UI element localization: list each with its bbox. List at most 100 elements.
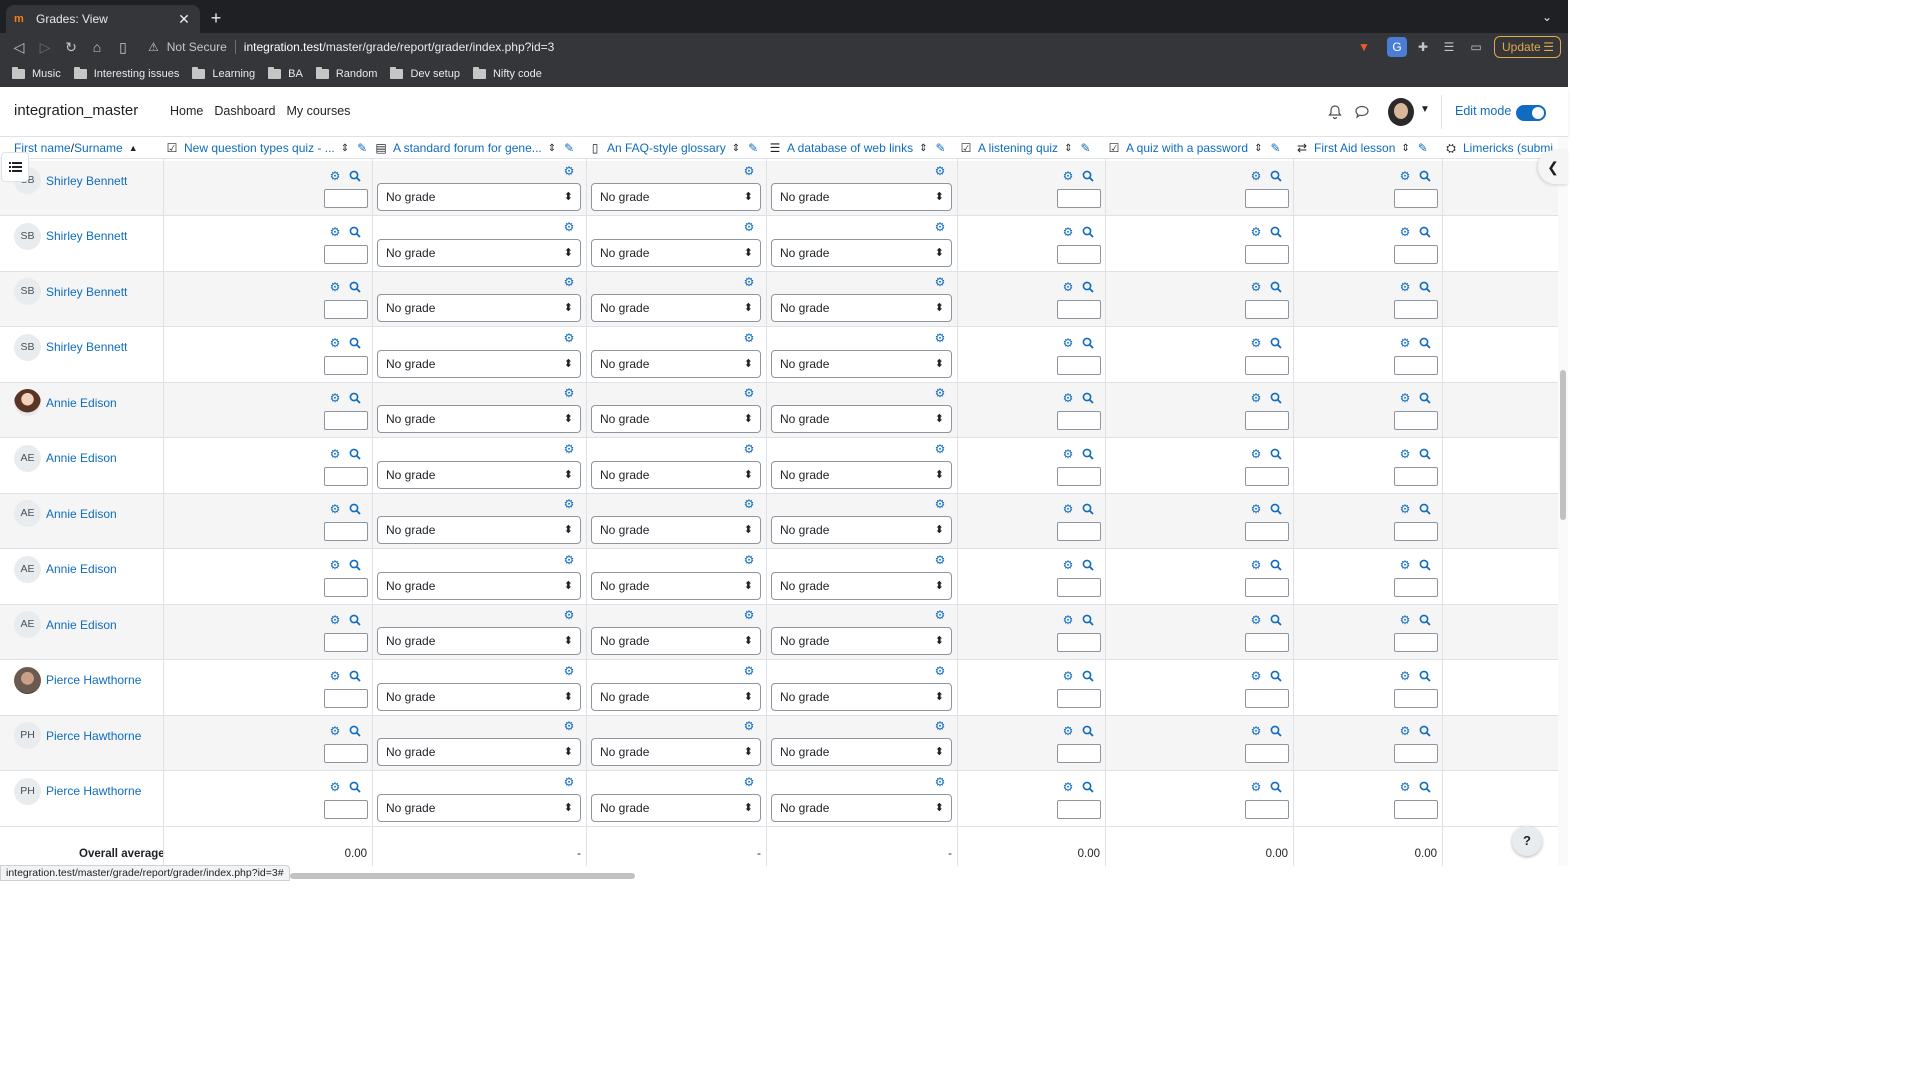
grade-select[interactable]: No grade ⬍: [591, 738, 761, 766]
grade-analysis-zoom-icon[interactable]: [1082, 503, 1094, 515]
user-name-link[interactable]: Shirley Bennett: [46, 340, 128, 354]
bookmark-folder[interactable]: Interesting issues: [73, 67, 179, 80]
grade-analysis-zoom-icon[interactable]: [1082, 226, 1094, 238]
browser-tab[interactable]: m Grades: View ✕: [6, 5, 200, 33]
cog-icon[interactable]: ⚙: [329, 280, 341, 294]
cog-icon[interactable]: ⚙: [1250, 668, 1262, 683]
grade-select[interactable]: No grade ⬍: [771, 405, 952, 433]
cog-icon[interactable]: ⚙: [743, 164, 755, 178]
user-name-link[interactable]: Annie Edison: [46, 506, 117, 521]
back-icon[interactable]: ◁: [13, 39, 25, 55]
user-name-link[interactable]: Pierce Hawthorne: [46, 728, 142, 743]
cog-icon[interactable]: ⚙: [1399, 557, 1411, 572]
new-tab-icon[interactable]: +: [210, 8, 222, 28]
cog-icon[interactable]: ⚙: [1250, 446, 1262, 461]
grade-analysis-zoom-icon[interactable]: [1270, 725, 1282, 737]
user-initials-avatar[interactable]: AE: [14, 444, 41, 472]
cog-icon[interactable]: ⚙: [934, 441, 946, 456]
grade-select[interactable]: No grade ⬍: [377, 627, 581, 655]
grade-input[interactable]: [1245, 300, 1289, 319]
reload-icon[interactable]: ↻: [65, 39, 77, 55]
grade-analysis-zoom-icon[interactable]: [1419, 281, 1431, 293]
grade-input[interactable]: [1245, 577, 1289, 597]
grade-input[interactable]: [1394, 522, 1438, 541]
grade-select[interactable]: No grade ⬍: [377, 738, 581, 766]
cog-icon[interactable]: ⚙: [1250, 724, 1262, 738]
cog-icon[interactable]: ⚙: [563, 608, 575, 622]
grade-item-header[interactable]: ▤ A standard forum for gene... ⇕ ✎: [375, 137, 583, 159]
grade-item-header[interactable]: ⇄ First Aid lesson ⇕ ✎: [1296, 137, 1439, 159]
nav-dashboard[interactable]: Dashboard: [214, 104, 276, 118]
grade-analysis-zoom-icon[interactable]: [349, 448, 361, 460]
grade-analysis-zoom-icon[interactable]: [1419, 448, 1431, 460]
grade-select[interactable]: No grade ⬍: [377, 294, 581, 322]
grade-select[interactable]: No grade ⬍: [771, 738, 952, 766]
grade-select[interactable]: No grade ⬍: [377, 460, 581, 489]
grade-analysis-zoom-icon[interactable]: [349, 226, 361, 238]
bookmark-folder[interactable]: Music: [12, 67, 61, 80]
edit-pencil-icon[interactable]: ✎: [935, 141, 946, 155]
edit-pencil-icon[interactable]: ✎: [357, 141, 368, 155]
cog-icon[interactable]: ⚙: [934, 774, 946, 789]
cog-icon[interactable]: ⚙: [1062, 446, 1074, 461]
cog-icon[interactable]: ⚙: [563, 164, 575, 178]
cog-icon[interactable]: ⚙: [1399, 724, 1411, 738]
grade-select[interactable]: No grade ⬍: [771, 627, 952, 655]
grade-select[interactable]: No grade ⬍: [591, 183, 761, 211]
grade-analysis-zoom-icon[interactable]: [1270, 448, 1282, 460]
grade-item-link[interactable]: Limericks (submi: [1463, 141, 1554, 155]
cog-icon[interactable]: ⚙: [1399, 613, 1411, 627]
cog-icon[interactable]: ⚙: [743, 774, 755, 789]
cog-icon[interactable]: ⚙: [329, 169, 341, 183]
grade-select[interactable]: No grade ⬍: [771, 183, 952, 211]
grade-analysis-zoom-icon[interactable]: [1082, 614, 1094, 626]
grade-input[interactable]: [1057, 355, 1101, 375]
bookmark-folder[interactable]: BA: [268, 67, 303, 80]
cog-icon[interactable]: ⚙: [329, 446, 341, 461]
user-initials-avatar[interactable]: AE: [14, 500, 41, 527]
cog-icon[interactable]: ⚙: [1062, 280, 1074, 294]
grade-analysis-zoom-icon[interactable]: [1419, 392, 1431, 404]
grade-input[interactable]: [1245, 799, 1289, 819]
user-initials-avatar[interactable]: SB: [14, 333, 41, 361]
grade-select[interactable]: No grade ⬍: [771, 516, 952, 544]
grade-select[interactable]: No grade ⬍: [377, 405, 581, 433]
grade-select[interactable]: No grade ⬍: [771, 294, 952, 322]
cog-icon[interactable]: ⚙: [563, 275, 575, 289]
bookmark-folder[interactable]: Dev setup: [390, 67, 460, 80]
grade-analysis-zoom-icon[interactable]: [1419, 226, 1431, 238]
grade-analysis-zoom-icon[interactable]: [349, 725, 361, 737]
cog-icon[interactable]: ⚙: [934, 663, 946, 678]
grade-analysis-zoom-icon[interactable]: [1270, 170, 1282, 182]
grade-item-link[interactable]: New question types quiz - ...: [184, 141, 335, 155]
cog-icon[interactable]: ⚙: [329, 391, 341, 405]
cog-icon[interactable]: ⚙: [934, 219, 946, 234]
grade-analysis-zoom-icon[interactable]: [1082, 670, 1094, 682]
user-name-link[interactable]: Annie Edison: [46, 617, 117, 632]
grade-input[interactable]: [1245, 744, 1289, 763]
grade-input[interactable]: [1245, 411, 1289, 430]
cog-icon[interactable]: ⚙: [1250, 779, 1262, 794]
cog-icon[interactable]: ⚙: [1399, 446, 1411, 461]
grade-input[interactable]: [1394, 189, 1438, 208]
grade-input[interactable]: [1245, 466, 1289, 486]
grade-select[interactable]: No grade ⬍: [377, 793, 581, 822]
cog-icon[interactable]: ⚙: [1399, 391, 1411, 405]
grade-analysis-zoom-icon[interactable]: [1270, 503, 1282, 515]
grade-analysis-zoom-icon[interactable]: [349, 170, 361, 182]
cog-icon[interactable]: ⚙: [1250, 391, 1262, 405]
cog-icon[interactable]: ⚙: [743, 497, 755, 511]
grade-input[interactable]: [1394, 411, 1438, 430]
block-drawer-chevron-left-icon[interactable]: ❮: [1538, 150, 1568, 184]
grade-input[interactable]: [1057, 189, 1101, 208]
sort-icon[interactable]: ⇕: [340, 142, 350, 154]
update-button[interactable]: Update ☰: [1494, 36, 1561, 58]
user-name-link[interactable]: Annie Edison: [46, 451, 117, 465]
grade-input[interactable]: [324, 522, 368, 541]
cog-icon[interactable]: ⚙: [1250, 335, 1262, 350]
grade-input[interactable]: [1245, 189, 1289, 208]
grade-input[interactable]: [1057, 799, 1101, 819]
grade-input[interactable]: [1245, 688, 1289, 708]
edit-pencil-icon[interactable]: ✎: [1080, 141, 1091, 155]
grade-select[interactable]: No grade ⬍: [377, 183, 581, 211]
